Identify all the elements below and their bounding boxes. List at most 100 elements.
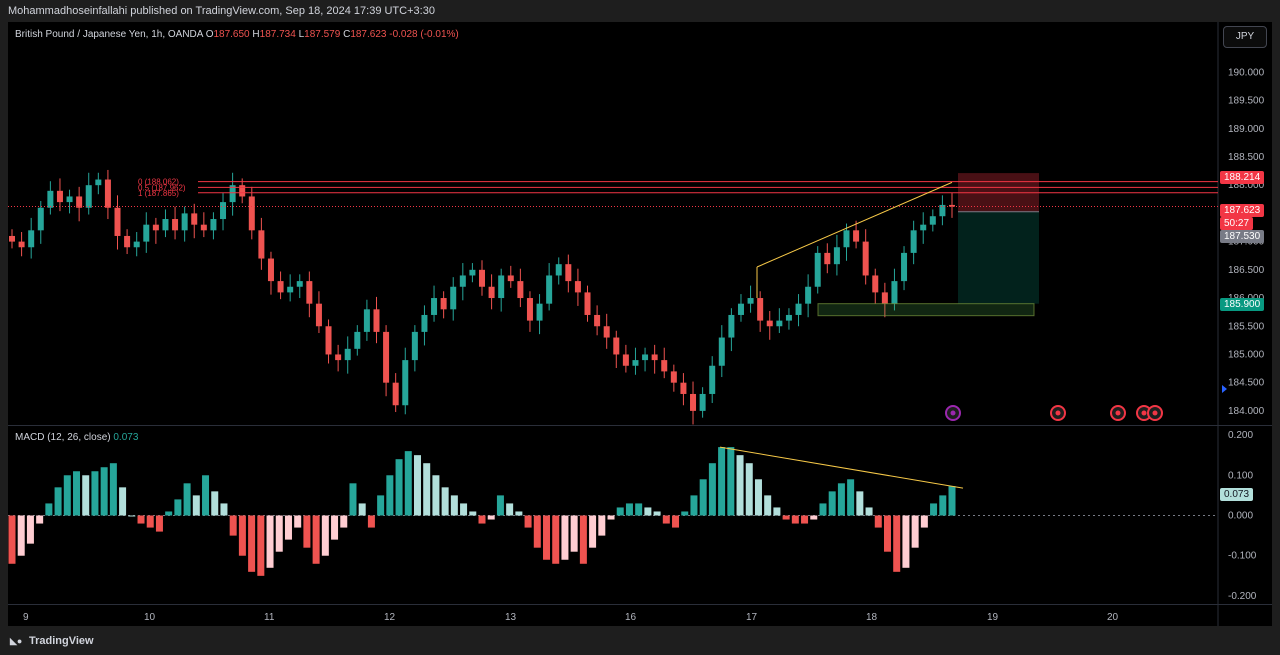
macd-histogram-bar [460,503,468,516]
close-label: C [343,29,351,40]
macd-histogram-bar [137,515,145,524]
candle-body [191,213,198,225]
macd-histogram-bar [432,475,440,516]
event-icon-dot [1141,410,1147,416]
macd-histogram-bar [165,511,173,516]
candle-body [133,241,140,248]
symbol-title: British Pound / Japanese Yen, 1h, OANDA [15,29,203,40]
time-tick-label: 10 [144,612,156,623]
macd-histogram-bar [377,495,385,516]
macd-histogram-bar [552,515,560,564]
candle-body [124,235,131,248]
tradingview-logo[interactable]: ◣● TradingView [10,635,94,647]
candle-body [805,286,812,304]
open-label: O [205,29,214,40]
macd-tick-label: -0.200 [1228,591,1257,602]
candle-body [421,314,428,332]
time-tick-label: 12 [384,612,396,623]
candle-body [833,247,840,265]
price-tick-label: 188.000 [1228,180,1265,191]
low-label: L [298,29,305,40]
macd-histogram-bar [791,515,799,524]
candle-body [555,264,562,276]
price-tick-label: 189.000 [1228,124,1265,135]
price-tick-label: 185.500 [1228,321,1265,332]
footer: ◣● TradingView [0,626,1280,655]
scroll-arrow-icon [1222,385,1227,393]
macd-label: MACD (12, 26, close) [15,432,111,443]
macd-histogram-bar [883,515,891,552]
candle-body [546,275,553,304]
candle-body [843,230,850,248]
macd-tick-label: -0.100 [1228,551,1257,562]
macd-histogram-bar [524,515,532,528]
macd-legend: MACD (12, 26, close) 0.073 [15,432,138,443]
candle-body [680,382,687,394]
change-value: -0.028 (-0.01%) [389,29,459,40]
candle-body [28,230,35,248]
macd-histogram-bar [441,487,449,516]
macd-histogram-bar [635,503,643,516]
candle-body [824,252,831,265]
price-tag-countdown: 50:27 [1220,217,1254,230]
candle-body [795,303,802,315]
macd-histogram-bar [920,515,928,528]
candle-body [603,326,610,338]
macd-value-tag: 0.073 [1220,488,1254,501]
macd-histogram-bar [82,475,90,516]
candle-body [584,292,591,315]
candle-body [450,286,457,310]
publish-header: Mohammadhoseinfallahi published on Tradi… [0,0,1280,22]
candle-body [172,219,179,231]
candle-body [18,241,25,248]
candle-body [210,219,217,231]
macd-histogram-bar [506,503,514,516]
price-tick-label: 184.500 [1228,378,1265,389]
macd-histogram-bar [930,503,938,516]
macd-histogram-bar [229,515,237,536]
macd-histogram-bar [782,515,790,520]
candle-body [785,314,792,321]
macd-tick-label: 0.200 [1228,430,1253,441]
macd-histogram-bar [819,503,827,516]
uk-flag-event-icon-dot [1055,410,1061,416]
fib-level-label: 1 (187.865) [138,189,179,198]
macd-histogram-bar [874,515,882,528]
macd-histogram-bar [662,515,670,524]
candle-body [354,331,361,349]
low-value: 187.579 [304,29,341,40]
macd-histogram-bar [358,503,366,516]
candle-body [517,281,524,299]
macd-histogram-bar [303,515,311,548]
macd-histogram-bar [681,511,689,516]
risk-zone [958,173,1039,212]
candle-body [76,196,83,208]
candle-body [287,286,294,293]
candle-body [757,298,764,321]
price-tick-label: 186.500 [1228,265,1265,276]
candle-body [229,185,236,203]
candle-body [536,303,543,321]
candle-body [248,196,255,231]
currency-button[interactable]: JPY [1223,26,1267,48]
candle-body [949,204,955,207]
price-tick-label: 190.000 [1228,67,1265,78]
price-tick-label: 185.000 [1228,349,1265,360]
candle-body [728,314,735,338]
macd-histogram-bar [801,515,809,524]
price-chart-svg[interactable]: 190.500190.000189.500189.000188.500188.0… [8,22,1272,626]
macd-histogram-bar [828,491,836,516]
candle-body [690,393,697,411]
candle-body [737,303,744,315]
macd-histogram-bar [469,511,477,516]
macd-histogram-bar [340,515,348,528]
macd-histogram-bar [911,515,919,548]
time-tick-label: 19 [987,612,999,623]
macd-histogram-bar [672,515,680,528]
candle-body [699,393,706,411]
chart-area[interactable]: 190.500190.000189.500189.000188.500188.0… [8,22,1272,626]
candle-body [613,337,620,355]
price-tick-label: 184.000 [1228,406,1265,417]
macd-histogram-bar [607,515,615,520]
macd-histogram-bar [367,515,375,528]
